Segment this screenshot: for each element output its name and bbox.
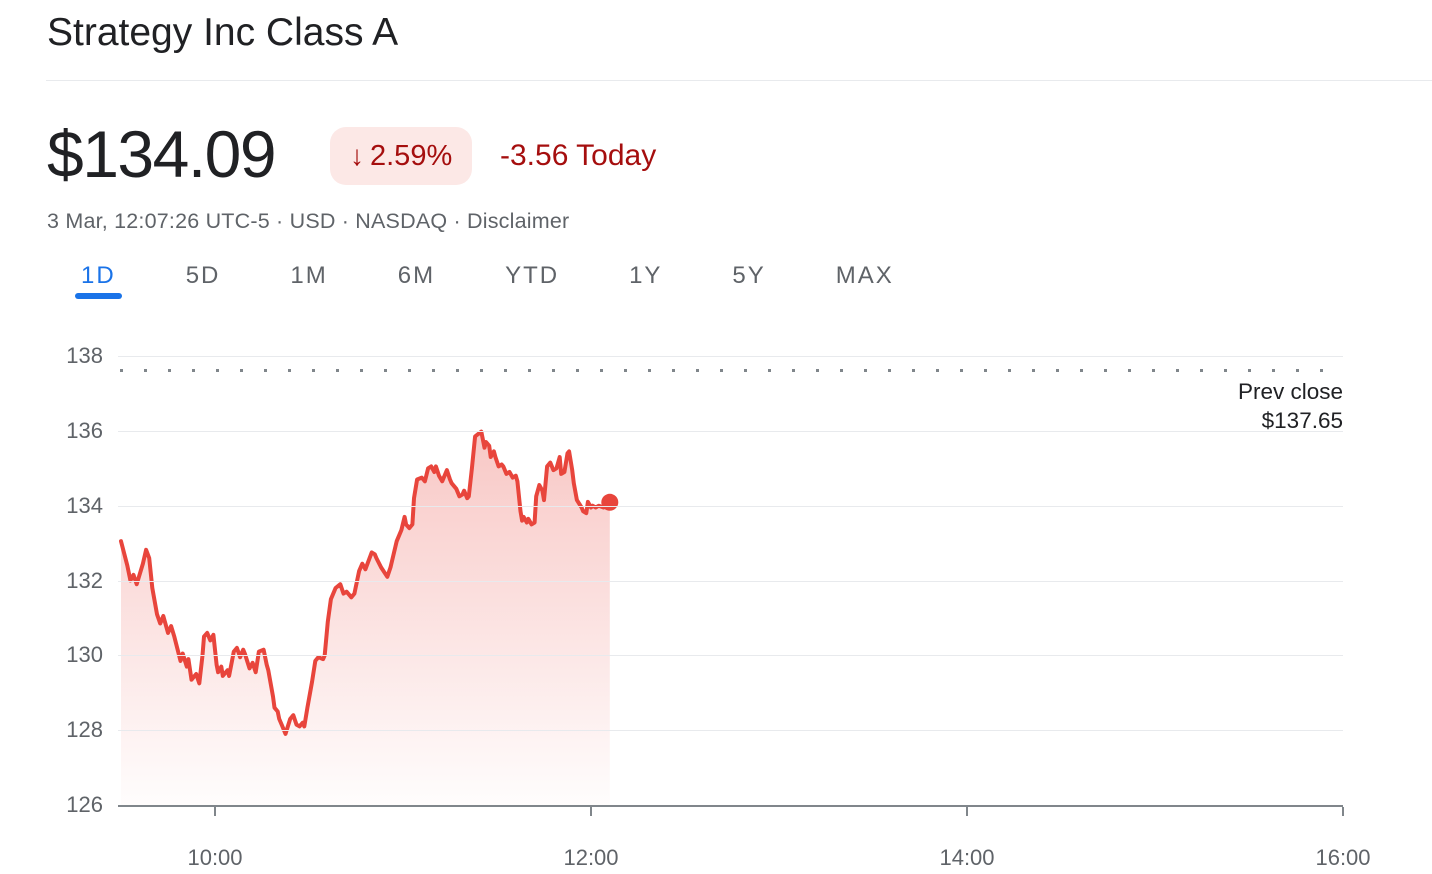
change-today-text: -3.56 Today xyxy=(500,139,657,172)
time-range-tabs: 1D 5D 1M 6M YTD 1Y 5Y MAX xyxy=(75,262,897,299)
gridline-128 xyxy=(118,730,1343,732)
percent-change-badge: ↓ 2.59% xyxy=(330,127,473,185)
x-tick-10:00 xyxy=(214,807,216,816)
gridline-134 xyxy=(118,505,1343,507)
x-axis-label-12:00: 12:00 xyxy=(563,845,619,870)
x-tick-12:00 xyxy=(590,807,592,816)
tab-5d[interactable]: 5D xyxy=(185,262,221,289)
quote-meta-text: 3 Mar, 12:07:26 UTC-5 · USD · NASDAQ · xyxy=(47,209,467,233)
gridline-138 xyxy=(118,356,1343,357)
x-axis-label-14:00: 14:00 xyxy=(939,845,995,870)
prev-close-annotation: Prev close $137.65 xyxy=(1143,377,1343,435)
gridline-130 xyxy=(118,655,1343,657)
disclaimer-link[interactable]: Disclaimer xyxy=(467,209,570,233)
y-axis-label-136: 136 xyxy=(66,417,103,443)
y-axis-label-132: 132 xyxy=(66,567,103,593)
price-line xyxy=(119,429,612,736)
percent-change-value: 2.59% xyxy=(370,140,453,172)
price-line-plot[interactable] xyxy=(118,356,1343,805)
y-axis-label-134: 134 xyxy=(66,492,103,518)
y-axis-label-126: 126 xyxy=(66,792,103,817)
area-fill xyxy=(121,431,610,805)
quote-metadata: 3 Mar, 12:07:26 UTC-5 · USD · NASDAQ · D… xyxy=(47,209,569,234)
last-price-dot xyxy=(601,493,619,511)
x-tick-14:00 xyxy=(966,807,968,816)
tab-5y[interactable]: 5Y xyxy=(732,262,766,289)
gridline-136 xyxy=(118,430,1343,432)
y-axis-label-130: 130 xyxy=(66,642,103,668)
prev-close-label: Prev close xyxy=(1237,379,1343,405)
page-title: Strategy Inc Class A xyxy=(47,11,399,54)
x-axis-label-16:00: 16:00 xyxy=(1315,845,1371,870)
tab-max[interactable]: MAX xyxy=(835,262,894,289)
prev-close-dotted-line xyxy=(120,369,1343,373)
y-axis-label-138: 138 xyxy=(66,343,103,368)
header-divider xyxy=(46,80,1432,81)
active-tab-underline xyxy=(75,293,122,299)
x-axis-label-10:00: 10:00 xyxy=(187,845,243,870)
prev-close-value: $137.65 xyxy=(1261,408,1343,434)
tab-ytd[interactable]: YTD xyxy=(505,262,560,289)
x-tick-16:00 xyxy=(1342,807,1344,816)
tab-1m[interactable]: 1M xyxy=(290,262,328,289)
y-axis-label-128: 128 xyxy=(66,717,103,743)
down-arrow-icon: ↓ xyxy=(350,140,364,171)
gridline-132 xyxy=(118,580,1343,582)
current-price: $134.09 xyxy=(47,117,277,191)
price-chart[interactable]: 138 136 134 132 130 128 126 10:00 12:00 14:00 16:0… xyxy=(0,330,1432,874)
tab-1y[interactable]: 1Y xyxy=(629,262,663,289)
tab-1d[interactable]: 1D xyxy=(75,262,122,299)
tab-6m[interactable]: 6M xyxy=(397,262,436,289)
x-axis-line xyxy=(118,805,1343,807)
